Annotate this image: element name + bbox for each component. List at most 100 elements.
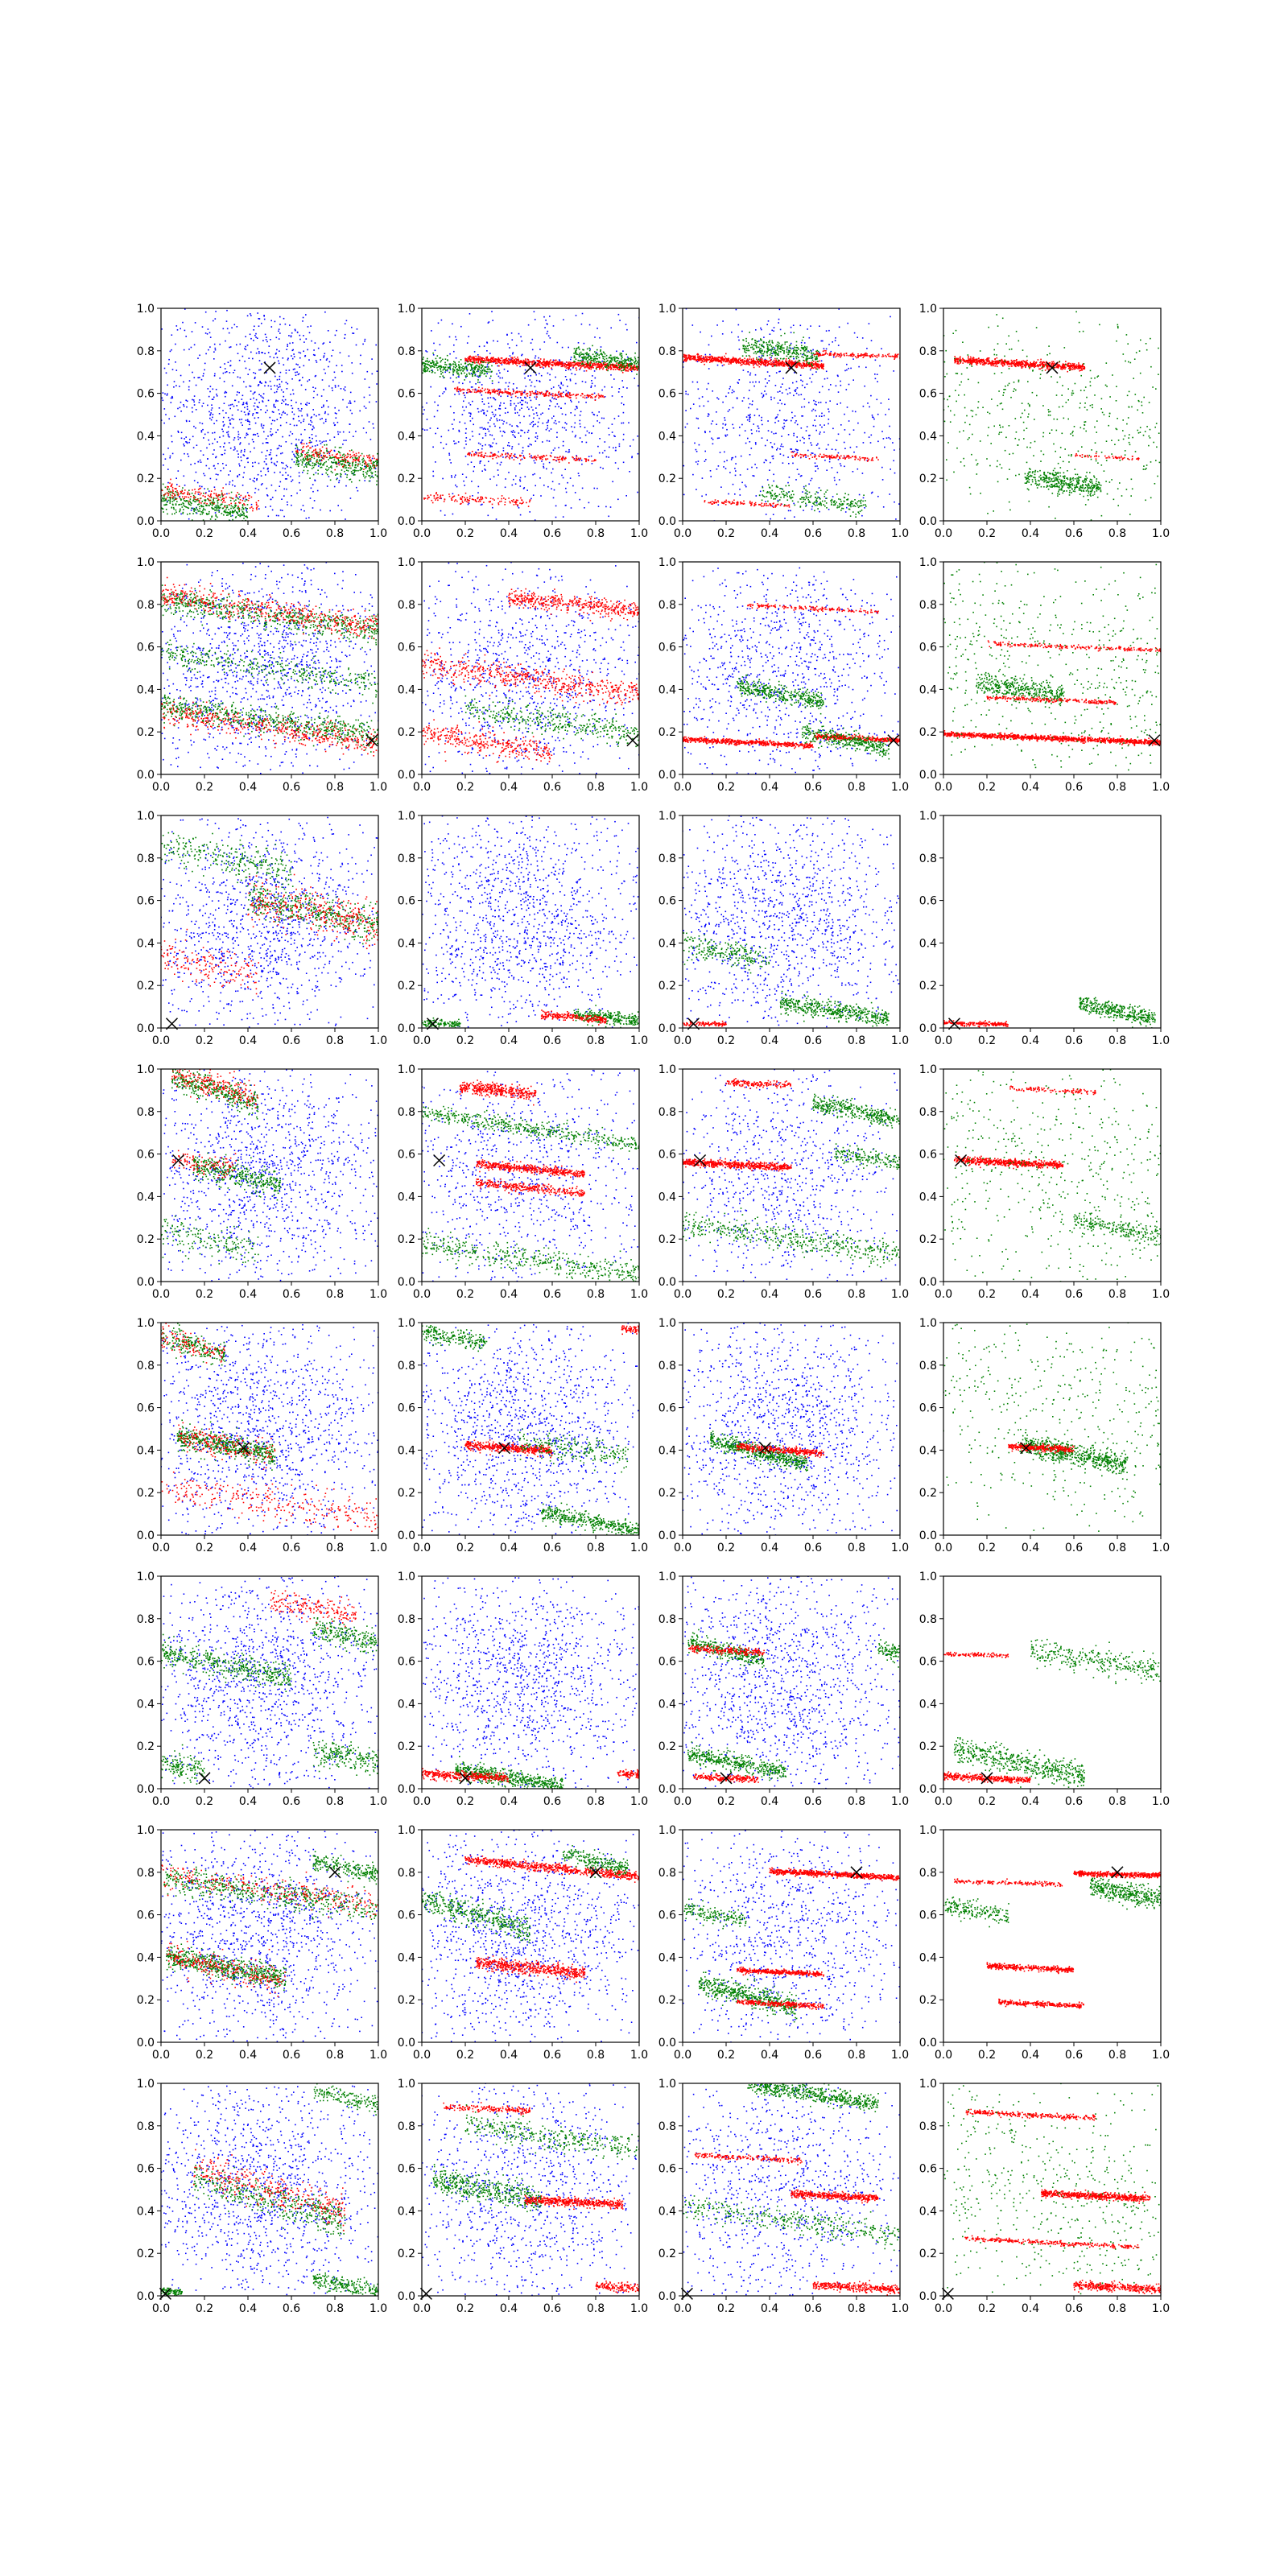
scatter-point [197, 499, 199, 501]
scatter-point [203, 454, 204, 456]
scatter-point [593, 414, 595, 415]
scatter-point [427, 360, 428, 361]
scatter-point [319, 456, 320, 458]
scatter-point [348, 456, 349, 457]
scatter-point [253, 372, 254, 374]
scatter-point [311, 341, 312, 342]
scatter-point [426, 402, 427, 404]
scatter-point [188, 386, 190, 388]
scatter-point [263, 398, 265, 399]
scatter-point [340, 476, 341, 477]
scatter-point [536, 456, 538, 458]
scatter-point [555, 377, 556, 378]
scatter-point [618, 391, 620, 393]
scatter-point [553, 497, 555, 499]
scatter-point [441, 436, 443, 438]
scatter-point [168, 359, 170, 361]
scatter-point [465, 440, 467, 442]
scatter-point [172, 493, 174, 494]
scatter-point [528, 438, 530, 440]
scatter-point [573, 353, 575, 354]
scatter-point [477, 498, 479, 500]
scatter-point [444, 377, 445, 378]
scatter-point [283, 489, 285, 490]
scatter-point [254, 406, 255, 407]
scatter-point [225, 497, 227, 498]
scatter-point [585, 459, 587, 460]
scatter-point [331, 450, 332, 452]
scatter-point [369, 402, 370, 403]
scatter-point [530, 375, 532, 377]
scatter-point [258, 508, 260, 510]
scatter-point [223, 514, 225, 516]
scatter-point [275, 353, 277, 354]
scatter-point [518, 432, 520, 434]
scatter-point [432, 502, 434, 504]
scatter-point [572, 366, 574, 368]
scatter-point [338, 434, 340, 436]
scatter-point [778, 322, 779, 324]
scatter-point [472, 451, 473, 452]
scatter-point [222, 421, 224, 423]
scatter-point [475, 374, 477, 376]
scatter-point [229, 514, 231, 515]
scatter-point [478, 486, 480, 488]
scatter-point [530, 393, 532, 394]
scatter-point [258, 463, 260, 464]
scatter-point [505, 407, 506, 409]
scatter-point [596, 355, 597, 357]
scatter-point [612, 364, 613, 365]
scatter-point [613, 378, 615, 380]
scatter-point [314, 458, 316, 460]
scatter-point [345, 455, 347, 456]
scatter-point [482, 361, 484, 363]
scatter-point [479, 357, 481, 358]
scatter-point [315, 449, 316, 451]
scatter-point [598, 395, 600, 397]
scatter-point [460, 390, 461, 392]
scatter-point [473, 372, 474, 374]
scatter-point [535, 355, 537, 357]
scatter-point [561, 366, 563, 368]
scatter-point [193, 399, 195, 401]
scatter-point [473, 471, 474, 473]
scatter-point [275, 464, 276, 465]
scatter-point [522, 393, 523, 394]
scatter-point [550, 359, 551, 361]
scatter-point [597, 420, 598, 422]
scatter-point [444, 498, 446, 500]
scatter-point [353, 470, 354, 472]
scatter-point [580, 360, 582, 361]
scatter-point [498, 370, 500, 372]
scatter-point [325, 440, 327, 442]
scatter-point [631, 359, 633, 361]
scatter-point [514, 436, 516, 438]
scatter-point [287, 359, 289, 361]
scatter-point [424, 429, 426, 431]
scatter-point [625, 362, 627, 364]
scatter-point [231, 506, 233, 507]
scatter-point [597, 361, 598, 362]
scatter-point [246, 458, 248, 460]
scatter-point [573, 459, 575, 460]
scatter-point [580, 420, 581, 422]
scatter-point [210, 336, 212, 338]
scatter-point [248, 413, 250, 415]
scatter-point [271, 326, 273, 328]
scatter-point [481, 456, 482, 457]
scatter-point [508, 361, 510, 362]
scatter-point [238, 493, 240, 495]
scatter-point [164, 408, 166, 410]
scatter-point [192, 399, 193, 401]
scatter-point [506, 391, 507, 393]
scatter-point [192, 493, 193, 494]
scatter-point [539, 418, 540, 419]
scatter-point [336, 453, 338, 455]
scatter-point [590, 386, 592, 388]
scatter-point [435, 365, 436, 366]
scatter-point [345, 485, 347, 487]
scatter-point [332, 472, 333, 473]
scatter-point [171, 334, 173, 336]
scatter-point [175, 477, 177, 479]
scatter-point [440, 510, 442, 512]
